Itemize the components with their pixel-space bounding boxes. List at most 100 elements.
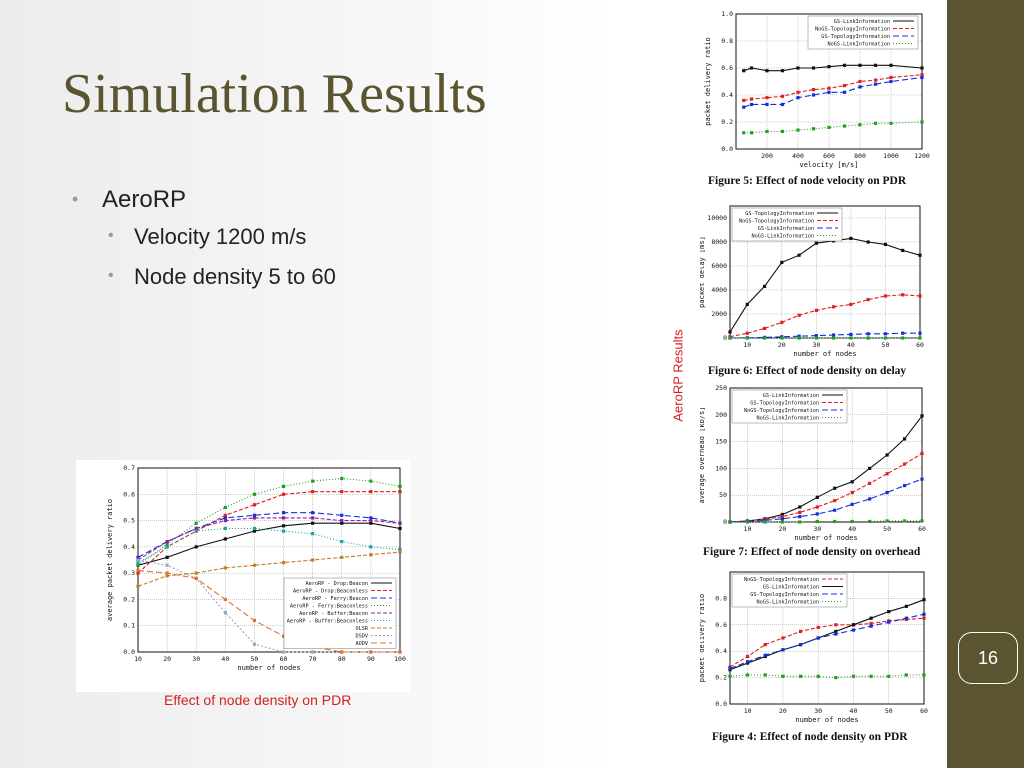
- data-point: [920, 73, 924, 77]
- data-point: [369, 650, 373, 654]
- data-point: [194, 529, 198, 533]
- bullet-item: • AeroRP: [72, 186, 336, 214]
- data-point: [811, 93, 816, 97]
- data-point: [858, 79, 862, 84]
- data-point: [765, 129, 769, 134]
- data-point: [849, 336, 853, 340]
- legend-label: GS-TopologyInformation: [750, 592, 819, 598]
- x-tick-label: 40: [847, 341, 855, 349]
- data-point: [252, 513, 257, 517]
- data-point: [194, 526, 198, 531]
- data-point: [796, 90, 800, 94]
- data-point: [849, 302, 853, 306]
- x-tick-label: 30: [812, 341, 820, 349]
- bullet-dot-icon: •: [108, 227, 114, 244]
- data-point: [780, 94, 785, 98]
- data-point: [834, 623, 838, 627]
- data-point: [832, 336, 836, 340]
- data-point: [889, 121, 893, 125]
- data-point: [833, 519, 837, 524]
- data-point: [798, 520, 802, 524]
- data-point: [765, 102, 769, 107]
- data-point: [281, 561, 286, 565]
- data-point: [832, 305, 836, 309]
- x-tick-label: 400: [792, 152, 804, 160]
- legend-label: NoGS-LinkInformation: [752, 234, 814, 240]
- y-tick-label: 0.2: [721, 118, 733, 126]
- y-tick-label: 0.2: [715, 674, 727, 682]
- x-tick-label: 30: [813, 525, 821, 533]
- data-point: [827, 65, 831, 69]
- data-point: [369, 545, 373, 549]
- data-point: [797, 253, 801, 257]
- data-point: [780, 102, 785, 107]
- legend-label: GS-LinkInformation: [763, 585, 819, 591]
- data-point: [834, 676, 838, 680]
- x-axis-label: number of nodes: [793, 350, 856, 358]
- data-point: [223, 566, 227, 570]
- bullet-dot-icon: •: [72, 189, 79, 209]
- data-point: [223, 610, 227, 615]
- series-line: [137, 527, 401, 564]
- legend-label: NoGS-LinkInformation: [757, 416, 819, 422]
- data-point: [850, 490, 854, 495]
- data-point: [369, 518, 373, 523]
- data-point: [749, 131, 754, 135]
- y-tick-label: 0.8: [715, 594, 727, 602]
- y-tick-label: 0.5: [123, 517, 135, 525]
- legend-label: GS-TopologyInformation: [745, 211, 814, 217]
- data-point: [798, 515, 802, 519]
- data-point: [223, 505, 227, 510]
- data-point: [858, 123, 862, 127]
- data-point: [920, 451, 924, 455]
- data-point: [340, 540, 344, 544]
- legend-label: NoGS-LinkInformation: [828, 42, 890, 48]
- data-point: [223, 597, 227, 602]
- data-point: [814, 334, 818, 338]
- data-point: [340, 555, 344, 559]
- data-point: [902, 437, 907, 441]
- chart-density-pdr-protocols: 10 20 30 40 50 60 70 80 90 100 0.0 0.1 0.2 0.3 0.4 0.5 0…: [76, 460, 410, 692]
- data-point: [869, 674, 873, 678]
- data-point: [815, 505, 819, 509]
- data-point: [868, 466, 872, 470]
- data-point: [398, 526, 402, 531]
- data-point: [252, 492, 257, 496]
- series-line: [729, 415, 923, 523]
- bullet-text: Velocity 1200 m/s: [134, 224, 307, 249]
- data-point: [885, 519, 889, 523]
- data-point: [311, 532, 315, 536]
- bullet-text: AeroRP: [102, 186, 187, 213]
- data-point: [749, 102, 754, 107]
- y-tick-label: 2000: [711, 310, 727, 318]
- y-tick-label: 0.6: [123, 490, 135, 498]
- data-point: [918, 331, 922, 335]
- y-axis-label: average overhead [kb/s]: [700, 407, 706, 504]
- data-point: [728, 330, 732, 334]
- legend-label: GS-LinkInformation: [763, 393, 819, 399]
- data-point: [136, 571, 140, 575]
- series-line: [729, 478, 923, 523]
- data-point: [398, 650, 402, 654]
- x-tick-label: 10: [134, 655, 142, 663]
- data-point: [850, 502, 854, 506]
- data-point: [842, 90, 847, 94]
- x-tick-label: 50: [882, 341, 890, 349]
- legend-label: AeroRP - Buffer:Beaconless: [287, 619, 368, 625]
- data-point: [833, 486, 837, 490]
- data-point: [765, 69, 769, 73]
- data-point: [252, 563, 257, 567]
- data-point: [252, 529, 257, 533]
- data-point: [901, 293, 905, 297]
- data-point: [827, 86, 831, 90]
- y-tick-label: 4000: [711, 286, 727, 294]
- data-point: [136, 563, 140, 567]
- data-point: [920, 414, 924, 418]
- chart-density-delay: 10 20 30 40 50 60 0 2000 4000 6000 8000 10000 number…: [698, 200, 940, 362]
- x-axis-label: number of nodes: [795, 716, 858, 724]
- data-point: [920, 120, 924, 124]
- data-point: [165, 555, 169, 559]
- y-tick-label: 0.6: [715, 621, 727, 629]
- data-point: [816, 636, 820, 640]
